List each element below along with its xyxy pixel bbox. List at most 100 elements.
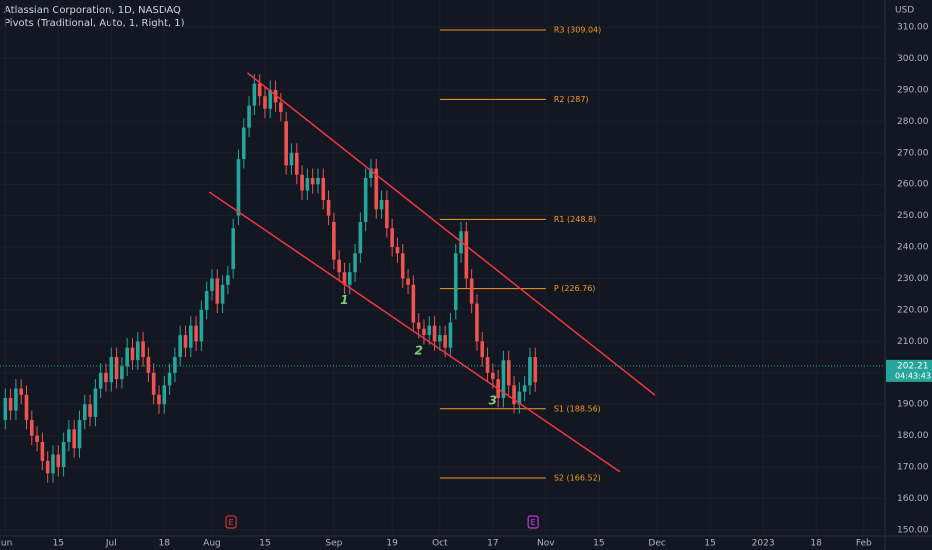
candle-body xyxy=(151,372,156,395)
y-tick-label: 260.00 xyxy=(897,180,929,190)
candle-body xyxy=(162,385,167,405)
candle-body xyxy=(77,419,82,449)
x-tick-label: Aug xyxy=(203,539,221,549)
candle-body xyxy=(522,385,527,392)
last-price-label: 202.21 xyxy=(897,361,929,371)
x-tick-label: Jun xyxy=(0,539,12,549)
x-tick-label: 15 xyxy=(704,539,715,549)
earnings-marker xyxy=(527,515,539,529)
candle-body xyxy=(332,221,336,260)
candle-body xyxy=(432,325,437,342)
x-tick-label: 19 xyxy=(386,539,398,549)
candle-body xyxy=(485,357,490,373)
candle-body xyxy=(294,152,299,175)
candle-body xyxy=(178,335,182,358)
candle-body xyxy=(104,372,108,383)
x-tick-label: 2023 xyxy=(752,539,775,549)
y-tick-label: 170.00 xyxy=(897,463,929,473)
indicator-label: Pivots (Traditional, Auto, 1, Right, 1) xyxy=(4,18,185,29)
candle-body xyxy=(390,228,394,248)
currency: USD xyxy=(895,6,914,16)
candle-body xyxy=(305,177,310,191)
candle-body xyxy=(464,231,469,279)
candle-body xyxy=(263,96,267,109)
candle-body xyxy=(194,325,198,342)
candle-body xyxy=(141,341,145,358)
candle-body xyxy=(56,454,61,468)
candle-body xyxy=(241,127,246,160)
candle-body xyxy=(300,174,304,191)
candle-body xyxy=(236,159,241,216)
candle-body xyxy=(146,357,151,373)
candle-body xyxy=(363,177,368,222)
earnings-label: E xyxy=(229,518,234,527)
candle-body xyxy=(337,259,341,273)
candle-body xyxy=(109,357,114,383)
candle-body xyxy=(475,303,479,342)
x-tick-label: 15 xyxy=(593,539,604,549)
y-tick-label: 250.00 xyxy=(897,211,929,221)
x-tick-label: 15 xyxy=(53,539,64,549)
wave-label: 1 xyxy=(340,293,348,307)
x-tick-label: Sep xyxy=(325,539,342,549)
candle-body xyxy=(220,284,225,304)
x-tick-label: Jul xyxy=(105,539,117,549)
candle-body xyxy=(395,247,400,254)
trendline xyxy=(208,191,621,473)
candle-body xyxy=(19,388,23,395)
candle-body xyxy=(257,83,262,97)
candle-body xyxy=(120,366,124,380)
candle-body xyxy=(40,441,45,461)
candle-body xyxy=(114,357,119,380)
candle-body xyxy=(188,325,193,348)
pivot-label: R3 (309.04) xyxy=(554,26,601,35)
candle-body xyxy=(480,341,485,358)
y-tick-label: 300.00 xyxy=(897,54,929,64)
candle-body xyxy=(231,228,235,270)
candle-body xyxy=(406,278,410,285)
candle-body xyxy=(45,460,50,474)
candle-body xyxy=(411,284,416,323)
candle-body xyxy=(321,177,326,200)
candle-body xyxy=(125,347,129,367)
candle-body xyxy=(289,152,294,166)
candle-body xyxy=(453,253,458,310)
x-tick-label: 17 xyxy=(487,539,498,549)
candle-body xyxy=(183,335,188,348)
candle-body xyxy=(422,328,426,336)
x-tick-label: Dec xyxy=(648,539,665,549)
candle-body xyxy=(29,419,34,436)
y-tick-label: 150.00 xyxy=(897,525,929,535)
pivot-label: R1 (248.8) xyxy=(554,215,596,224)
wave-label: 3 xyxy=(489,394,497,408)
x-tick-label: 18 xyxy=(159,539,171,549)
candle-body xyxy=(369,168,373,178)
candle-body xyxy=(438,335,442,342)
candle-body xyxy=(501,360,506,398)
earnings-marker xyxy=(225,515,237,529)
candle-body xyxy=(316,177,320,185)
candle-body xyxy=(82,404,87,420)
candle-body xyxy=(173,357,177,373)
wave-label: 2 xyxy=(414,343,422,357)
last-price-box xyxy=(886,359,932,382)
x-tick-label: Nov xyxy=(537,539,555,549)
candle-body xyxy=(93,388,98,417)
candle-body xyxy=(88,404,92,417)
candle-body xyxy=(72,429,76,449)
candle-body xyxy=(210,278,214,292)
candle-body xyxy=(273,89,278,103)
candle-body xyxy=(379,199,384,210)
candle-body xyxy=(347,272,352,285)
candle-body xyxy=(342,272,347,285)
candle-body xyxy=(204,291,209,310)
candle-body xyxy=(517,391,522,405)
candle-body xyxy=(385,199,389,229)
y-tick-label: 240.00 xyxy=(897,243,929,253)
earnings-label: E xyxy=(531,518,536,527)
pivot-label: S1 (188.56) xyxy=(554,404,601,413)
candle-body xyxy=(284,121,288,166)
candle-body xyxy=(215,278,220,304)
